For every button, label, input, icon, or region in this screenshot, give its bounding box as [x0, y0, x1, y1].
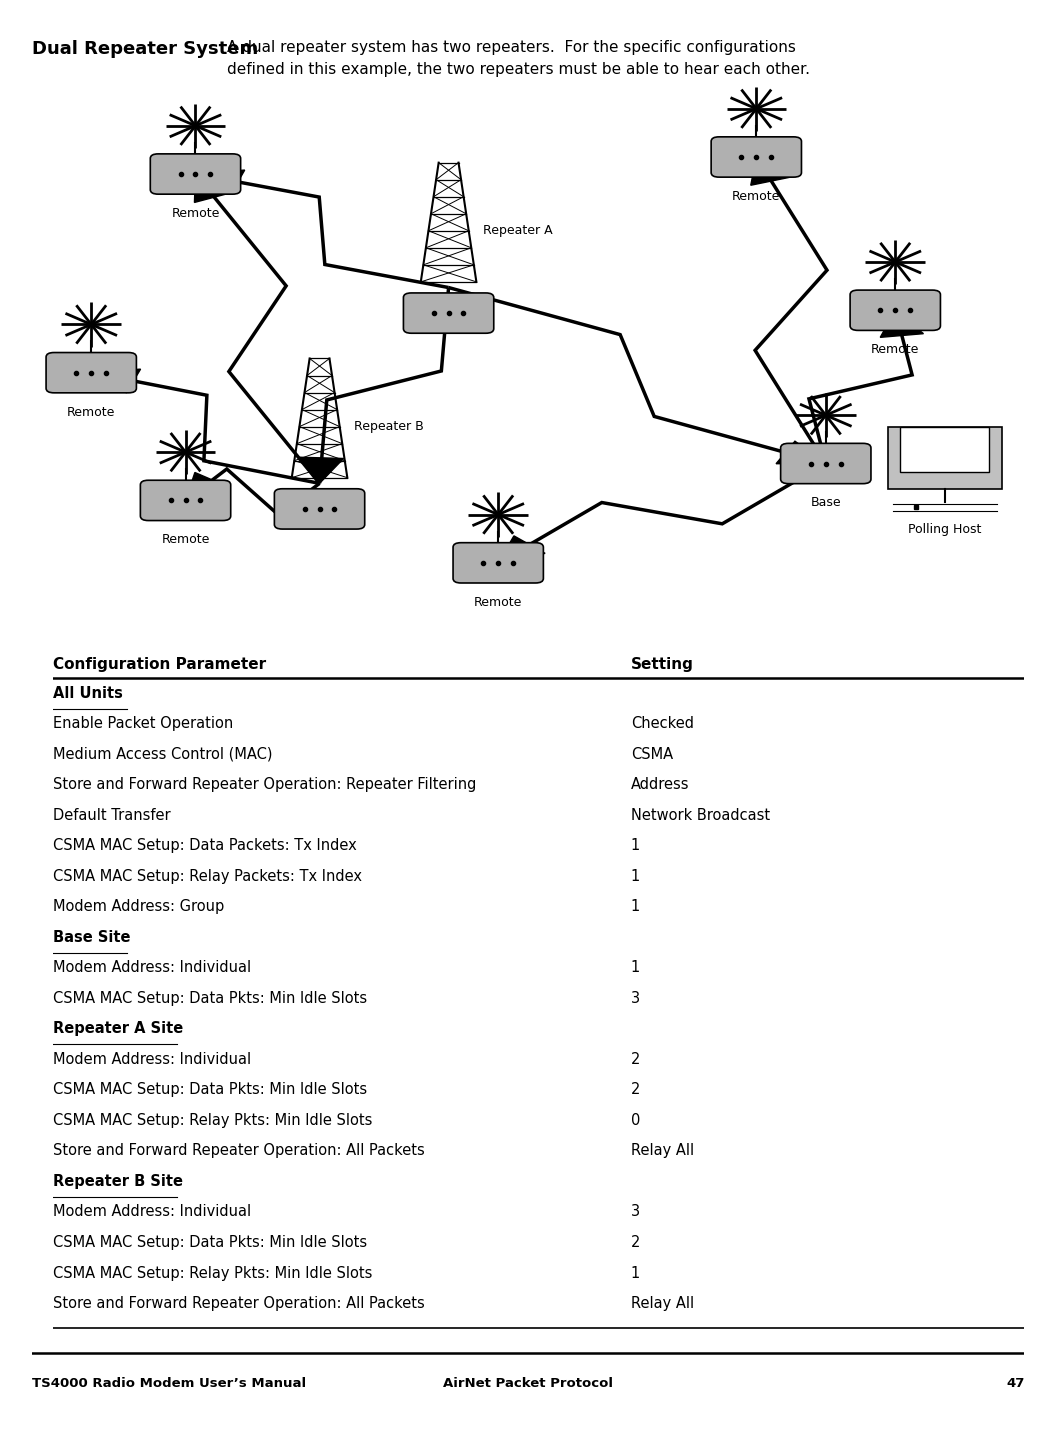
Text: Setting: Setting	[630, 657, 694, 673]
Text: CSMA MAC Setup: Data Pkts: Min Idle Slots: CSMA MAC Setup: Data Pkts: Min Idle Slot…	[53, 1234, 366, 1250]
Polygon shape	[91, 369, 140, 392]
Text: Repeater A: Repeater A	[484, 224, 553, 237]
Text: CSMA MAC Setup: Data Pkts: Min Idle Slots: CSMA MAC Setup: Data Pkts: Min Idle Slot…	[53, 992, 366, 1006]
Text: Repeater B: Repeater B	[354, 420, 425, 433]
Polygon shape	[498, 536, 545, 563]
Text: Base Site: Base Site	[53, 930, 130, 946]
Text: 1: 1	[630, 960, 640, 976]
Text: Enable Packet Operation: Enable Packet Operation	[53, 716, 233, 731]
Text: Repeater B Site: Repeater B Site	[53, 1174, 183, 1188]
Text: Remote: Remote	[67, 405, 115, 418]
FancyBboxPatch shape	[453, 543, 544, 583]
Text: 1: 1	[630, 838, 640, 854]
Text: Remote: Remote	[171, 207, 220, 220]
Polygon shape	[751, 157, 792, 185]
Text: Address: Address	[630, 777, 690, 792]
Polygon shape	[776, 441, 826, 464]
Polygon shape	[300, 457, 343, 483]
Text: 2: 2	[630, 1082, 640, 1098]
FancyBboxPatch shape	[711, 137, 802, 177]
Text: 2: 2	[630, 1052, 640, 1066]
Text: Modem Address: Individual: Modem Address: Individual	[53, 1052, 251, 1066]
Text: 0: 0	[630, 1112, 640, 1128]
Text: Repeater A Site: Repeater A Site	[53, 1022, 183, 1036]
Text: CSMA MAC Setup: Relay Packets: Tx Index: CSMA MAC Setup: Relay Packets: Tx Index	[53, 869, 362, 884]
Text: Polling Host: Polling Host	[908, 523, 982, 536]
Text: Dual Repeater System: Dual Repeater System	[32, 40, 258, 59]
Text: A dual repeater system has two repeaters.  For the specific configurations
defin: A dual repeater system has two repeaters…	[227, 40, 810, 78]
Text: CSMA MAC Setup: Data Pkts: Min Idle Slots: CSMA MAC Setup: Data Pkts: Min Idle Slot…	[53, 1082, 366, 1098]
Text: 3: 3	[630, 992, 640, 1006]
Text: Medium Access Control (MAC): Medium Access Control (MAC)	[53, 747, 272, 762]
FancyBboxPatch shape	[403, 293, 494, 333]
Polygon shape	[195, 170, 245, 194]
FancyBboxPatch shape	[275, 489, 364, 529]
Text: Base: Base	[810, 496, 842, 510]
FancyBboxPatch shape	[780, 444, 871, 484]
Text: Checked: Checked	[630, 716, 694, 731]
Text: Configuration Parameter: Configuration Parameter	[53, 657, 266, 673]
Text: Network Broadcast: Network Broadcast	[630, 808, 770, 823]
Text: Modem Address: Individual: Modem Address: Individual	[53, 1204, 251, 1220]
Text: Relay All: Relay All	[630, 1144, 694, 1158]
Polygon shape	[194, 174, 234, 203]
Text: Modem Address: Group: Modem Address: Group	[53, 900, 224, 914]
Text: Store and Forward Repeater Operation: Repeater Filtering: Store and Forward Repeater Operation: Re…	[53, 777, 476, 792]
Text: 1: 1	[630, 1266, 640, 1280]
Text: CSMA: CSMA	[630, 747, 673, 762]
Text: CSMA MAC Setup: Data Packets: Tx Index: CSMA MAC Setup: Data Packets: Tx Index	[53, 838, 357, 854]
FancyBboxPatch shape	[150, 154, 241, 194]
Text: 1: 1	[630, 900, 640, 914]
Text: 3: 3	[630, 1204, 640, 1220]
Text: 1: 1	[630, 869, 640, 884]
Text: Store and Forward Repeater Operation: All Packets: Store and Forward Repeater Operation: Al…	[53, 1296, 425, 1311]
Text: Remote: Remote	[474, 596, 523, 609]
Text: All Units: All Units	[53, 685, 122, 701]
Text: 47: 47	[1006, 1377, 1024, 1390]
FancyBboxPatch shape	[850, 290, 941, 331]
Text: TS4000 Radio Modem User’s Manual: TS4000 Radio Modem User’s Manual	[32, 1377, 306, 1390]
Polygon shape	[186, 473, 230, 500]
FancyBboxPatch shape	[46, 352, 136, 392]
Text: CSMA MAC Setup: Relay Pkts: Min Idle Slots: CSMA MAC Setup: Relay Pkts: Min Idle Slo…	[53, 1266, 372, 1280]
Polygon shape	[881, 310, 923, 338]
Text: Modem Address: Individual: Modem Address: Individual	[53, 960, 251, 976]
Bar	[901, 427, 989, 473]
FancyBboxPatch shape	[140, 480, 230, 520]
Text: Relay All: Relay All	[630, 1296, 694, 1311]
Text: Remote: Remote	[162, 533, 210, 546]
Text: Store and Forward Repeater Operation: All Packets: Store and Forward Repeater Operation: Al…	[53, 1144, 425, 1158]
Text: AirNet Packet Protocol: AirNet Packet Protocol	[444, 1377, 612, 1390]
Text: CSMA MAC Setup: Relay Pkts: Min Idle Slots: CSMA MAC Setup: Relay Pkts: Min Idle Slo…	[53, 1112, 372, 1128]
Text: Remote: Remote	[732, 190, 780, 203]
Text: Remote: Remote	[871, 343, 920, 356]
Text: Default Transfer: Default Transfer	[53, 808, 170, 823]
Text: 2: 2	[630, 1234, 640, 1250]
Bar	[888, 427, 1002, 489]
